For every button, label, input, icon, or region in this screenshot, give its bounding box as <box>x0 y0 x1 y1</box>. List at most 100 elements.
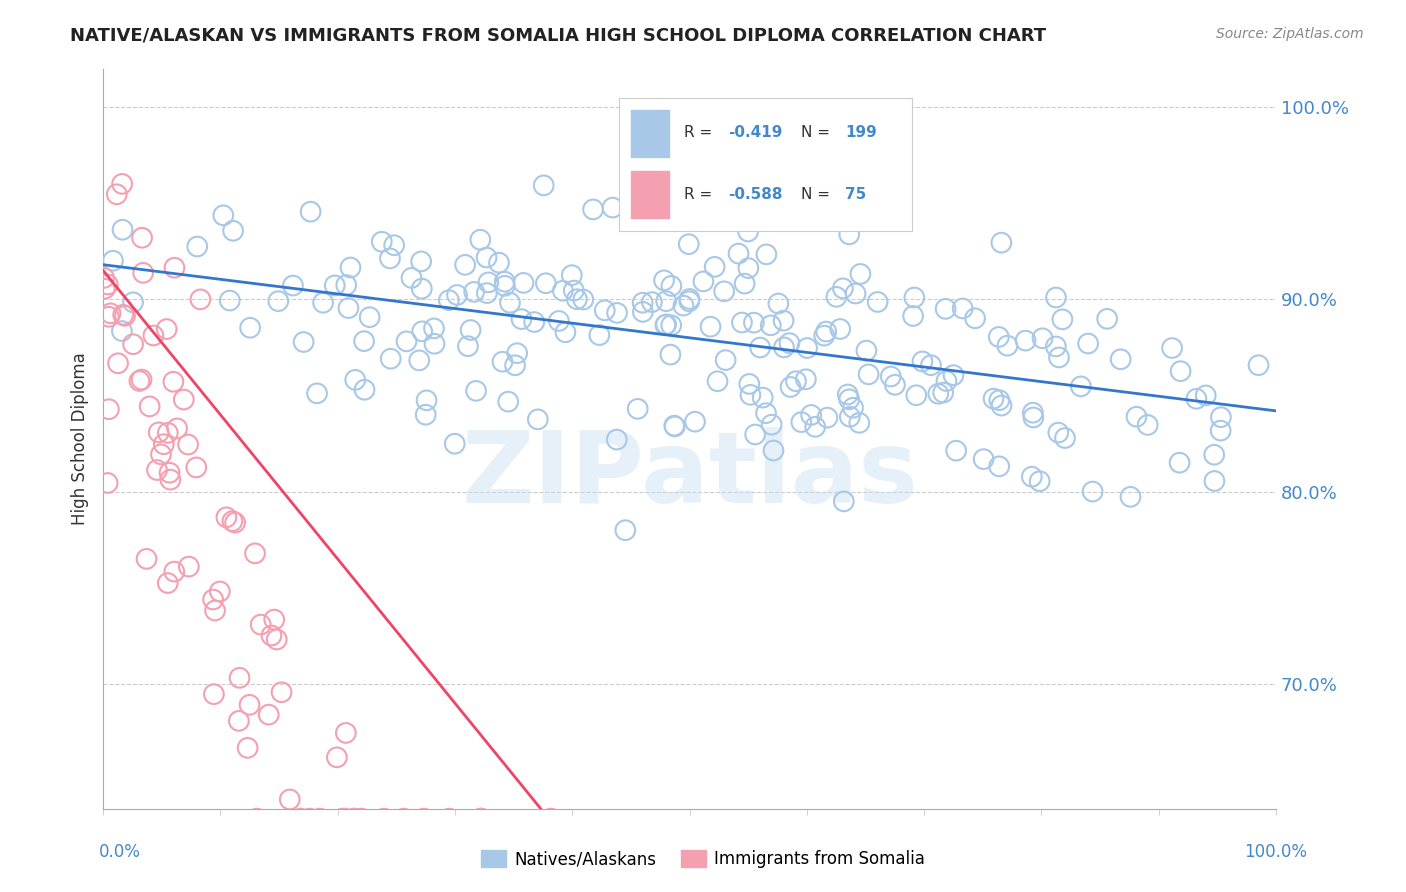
Point <box>263 613 285 627</box>
Point <box>97 277 120 292</box>
Point <box>454 258 477 272</box>
Point <box>832 281 855 295</box>
Point <box>523 315 546 329</box>
Point <box>932 385 955 400</box>
Point <box>572 293 595 307</box>
Point <box>105 187 128 202</box>
Point <box>627 401 650 416</box>
Point <box>249 617 271 632</box>
Point <box>415 393 437 408</box>
Point <box>93 271 115 285</box>
Point <box>901 309 924 323</box>
Point <box>699 319 721 334</box>
Point <box>344 373 367 387</box>
Point <box>737 261 759 276</box>
Point <box>1021 469 1043 483</box>
Point <box>112 308 135 322</box>
Point <box>785 374 807 388</box>
Point <box>312 295 335 310</box>
Point <box>221 514 243 528</box>
Point <box>378 252 401 266</box>
Point <box>281 278 304 293</box>
Point <box>848 416 870 430</box>
Point <box>190 293 212 307</box>
Point <box>150 447 173 461</box>
Point <box>333 812 356 826</box>
Point <box>661 279 683 293</box>
Point <box>202 687 225 701</box>
Text: 100.0%: 100.0% <box>1244 843 1308 861</box>
Point <box>713 285 735 299</box>
Point <box>1028 474 1050 488</box>
Point <box>734 277 756 291</box>
Point <box>731 316 754 330</box>
Point <box>683 415 706 429</box>
Point <box>832 494 855 508</box>
Point <box>128 374 150 388</box>
Point <box>177 437 200 451</box>
Point <box>884 377 907 392</box>
Point <box>202 592 225 607</box>
Point <box>749 341 772 355</box>
Point <box>159 466 181 480</box>
Point <box>973 452 995 467</box>
Point <box>156 576 179 591</box>
Point <box>290 812 312 826</box>
Point <box>299 204 322 219</box>
Point <box>224 516 246 530</box>
Point <box>815 325 838 339</box>
Point <box>470 812 492 826</box>
Point <box>1195 388 1218 402</box>
Point <box>166 421 188 435</box>
Point <box>911 354 934 368</box>
Point <box>988 393 1011 408</box>
Point <box>565 292 588 306</box>
Point <box>825 290 848 304</box>
Point <box>239 320 262 334</box>
Point <box>987 330 1010 344</box>
Point <box>990 399 1012 413</box>
Point <box>1022 410 1045 425</box>
Point <box>323 278 346 293</box>
Point <box>1052 312 1074 326</box>
Point <box>292 334 315 349</box>
Point <box>990 235 1012 250</box>
Point <box>499 295 522 310</box>
Point <box>266 632 288 647</box>
Point <box>218 293 240 308</box>
Point <box>373 812 395 826</box>
Point <box>465 384 488 398</box>
Point <box>100 306 122 320</box>
Point <box>842 401 865 415</box>
Point <box>380 351 402 366</box>
Point <box>1168 456 1191 470</box>
Point <box>744 427 766 442</box>
Point <box>496 394 519 409</box>
Point <box>343 812 366 826</box>
Point <box>849 267 872 281</box>
Point <box>1247 358 1270 372</box>
Point <box>470 233 492 247</box>
Point <box>942 368 965 383</box>
Point <box>672 299 695 313</box>
Point <box>588 328 610 343</box>
Point <box>411 254 433 268</box>
Point <box>382 238 405 252</box>
Point <box>920 358 942 372</box>
Point <box>561 268 583 282</box>
Point <box>678 237 700 252</box>
Point <box>491 355 513 369</box>
Point <box>503 358 526 372</box>
Point <box>148 425 170 440</box>
Point <box>678 292 700 306</box>
Point <box>408 353 430 368</box>
Point <box>308 812 330 826</box>
Point <box>246 812 269 826</box>
Point <box>494 278 516 293</box>
Point <box>267 294 290 309</box>
Point <box>1022 406 1045 420</box>
Point <box>641 295 664 310</box>
Point <box>655 318 678 332</box>
Point <box>534 277 557 291</box>
Point <box>659 318 682 333</box>
